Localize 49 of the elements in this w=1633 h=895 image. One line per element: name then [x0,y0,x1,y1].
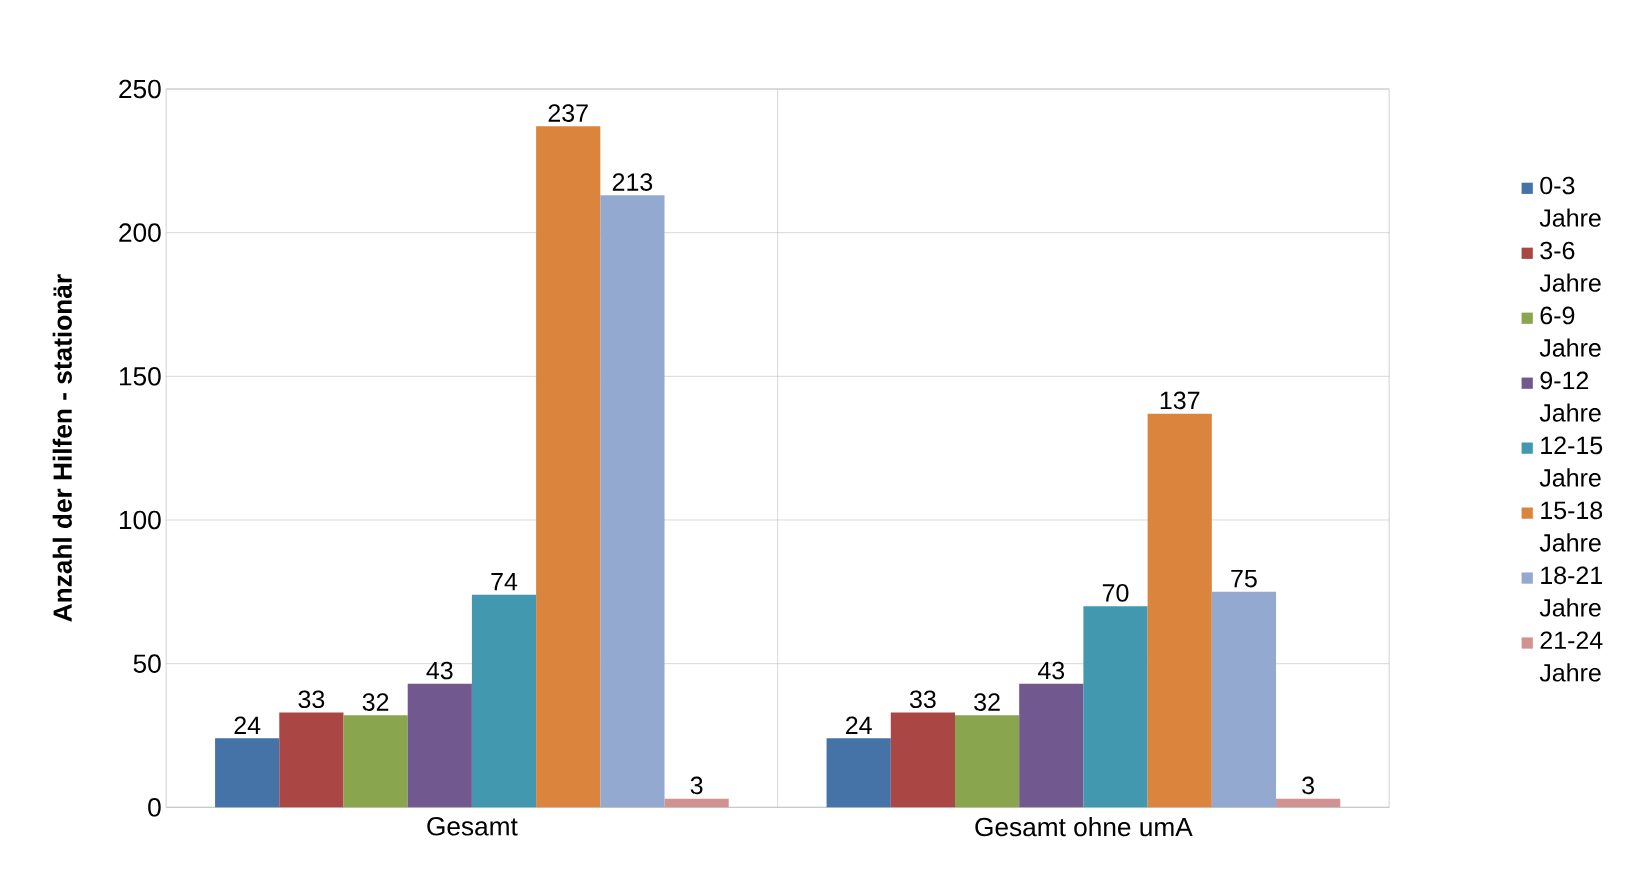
y-tick-label: 50 [133,654,161,674]
legend-label: 6-9 Jahre [1539,306,1601,357]
data-label: 43 [1037,661,1065,680]
data-label: 213 [612,173,653,192]
bar [1211,591,1277,808]
bar [279,712,344,808]
bar [407,683,472,808]
bar [664,798,729,808]
x-tick-label: Gesamt [427,817,518,836]
y-tick-label: 250 [119,79,161,99]
y-tick-label: 100 [119,510,161,530]
bar [954,715,1020,808]
legend-label: 0-3 Jahre [1539,176,1601,227]
data-label: 33 [909,690,936,709]
data-label: 43 [426,661,453,680]
data-label: 237 [548,104,588,123]
data-label: 32 [362,693,389,712]
bar [890,712,955,808]
bar [1019,683,1084,808]
bar [1276,798,1341,808]
data-label: 33 [298,690,325,709]
bar [1147,413,1212,808]
legend-label: 15-18 Jahre [1539,501,1603,552]
legend-label: 18-21 Jahre [1539,566,1602,617]
data-label: 24 [234,716,261,735]
data-label: 74 [491,573,518,591]
bar [343,715,408,808]
data-label: 32 [974,693,1000,712]
data-label: 3 [1302,776,1314,795]
bar [215,738,280,808]
bar [471,594,537,808]
legend-label: 12-15 Jahre [1539,436,1603,487]
y-tick-label: 150 [119,367,161,386]
y-axis-title: Anzahl der Hilfen - stationär [52,274,72,622]
y-tick-label: 200 [119,223,161,243]
data-label: 3 [690,776,703,795]
bar [536,126,601,808]
y-tick-label: 0 [148,798,161,817]
data-label: 137 [1160,391,1200,410]
bar [600,195,665,808]
data-label: 75 [1231,570,1257,588]
legend-label: 3-6 Jahre [1539,241,1601,292]
bar [826,738,891,808]
bar [1083,606,1148,808]
data-label: 70 [1102,584,1129,602]
data-label: 24 [846,716,872,735]
legend-label: 21-24 Jahre [1539,631,1603,682]
x-tick-label: Gesamt ohne umA [975,817,1193,837]
legend-label: 9-12 Jahre [1539,371,1601,422]
